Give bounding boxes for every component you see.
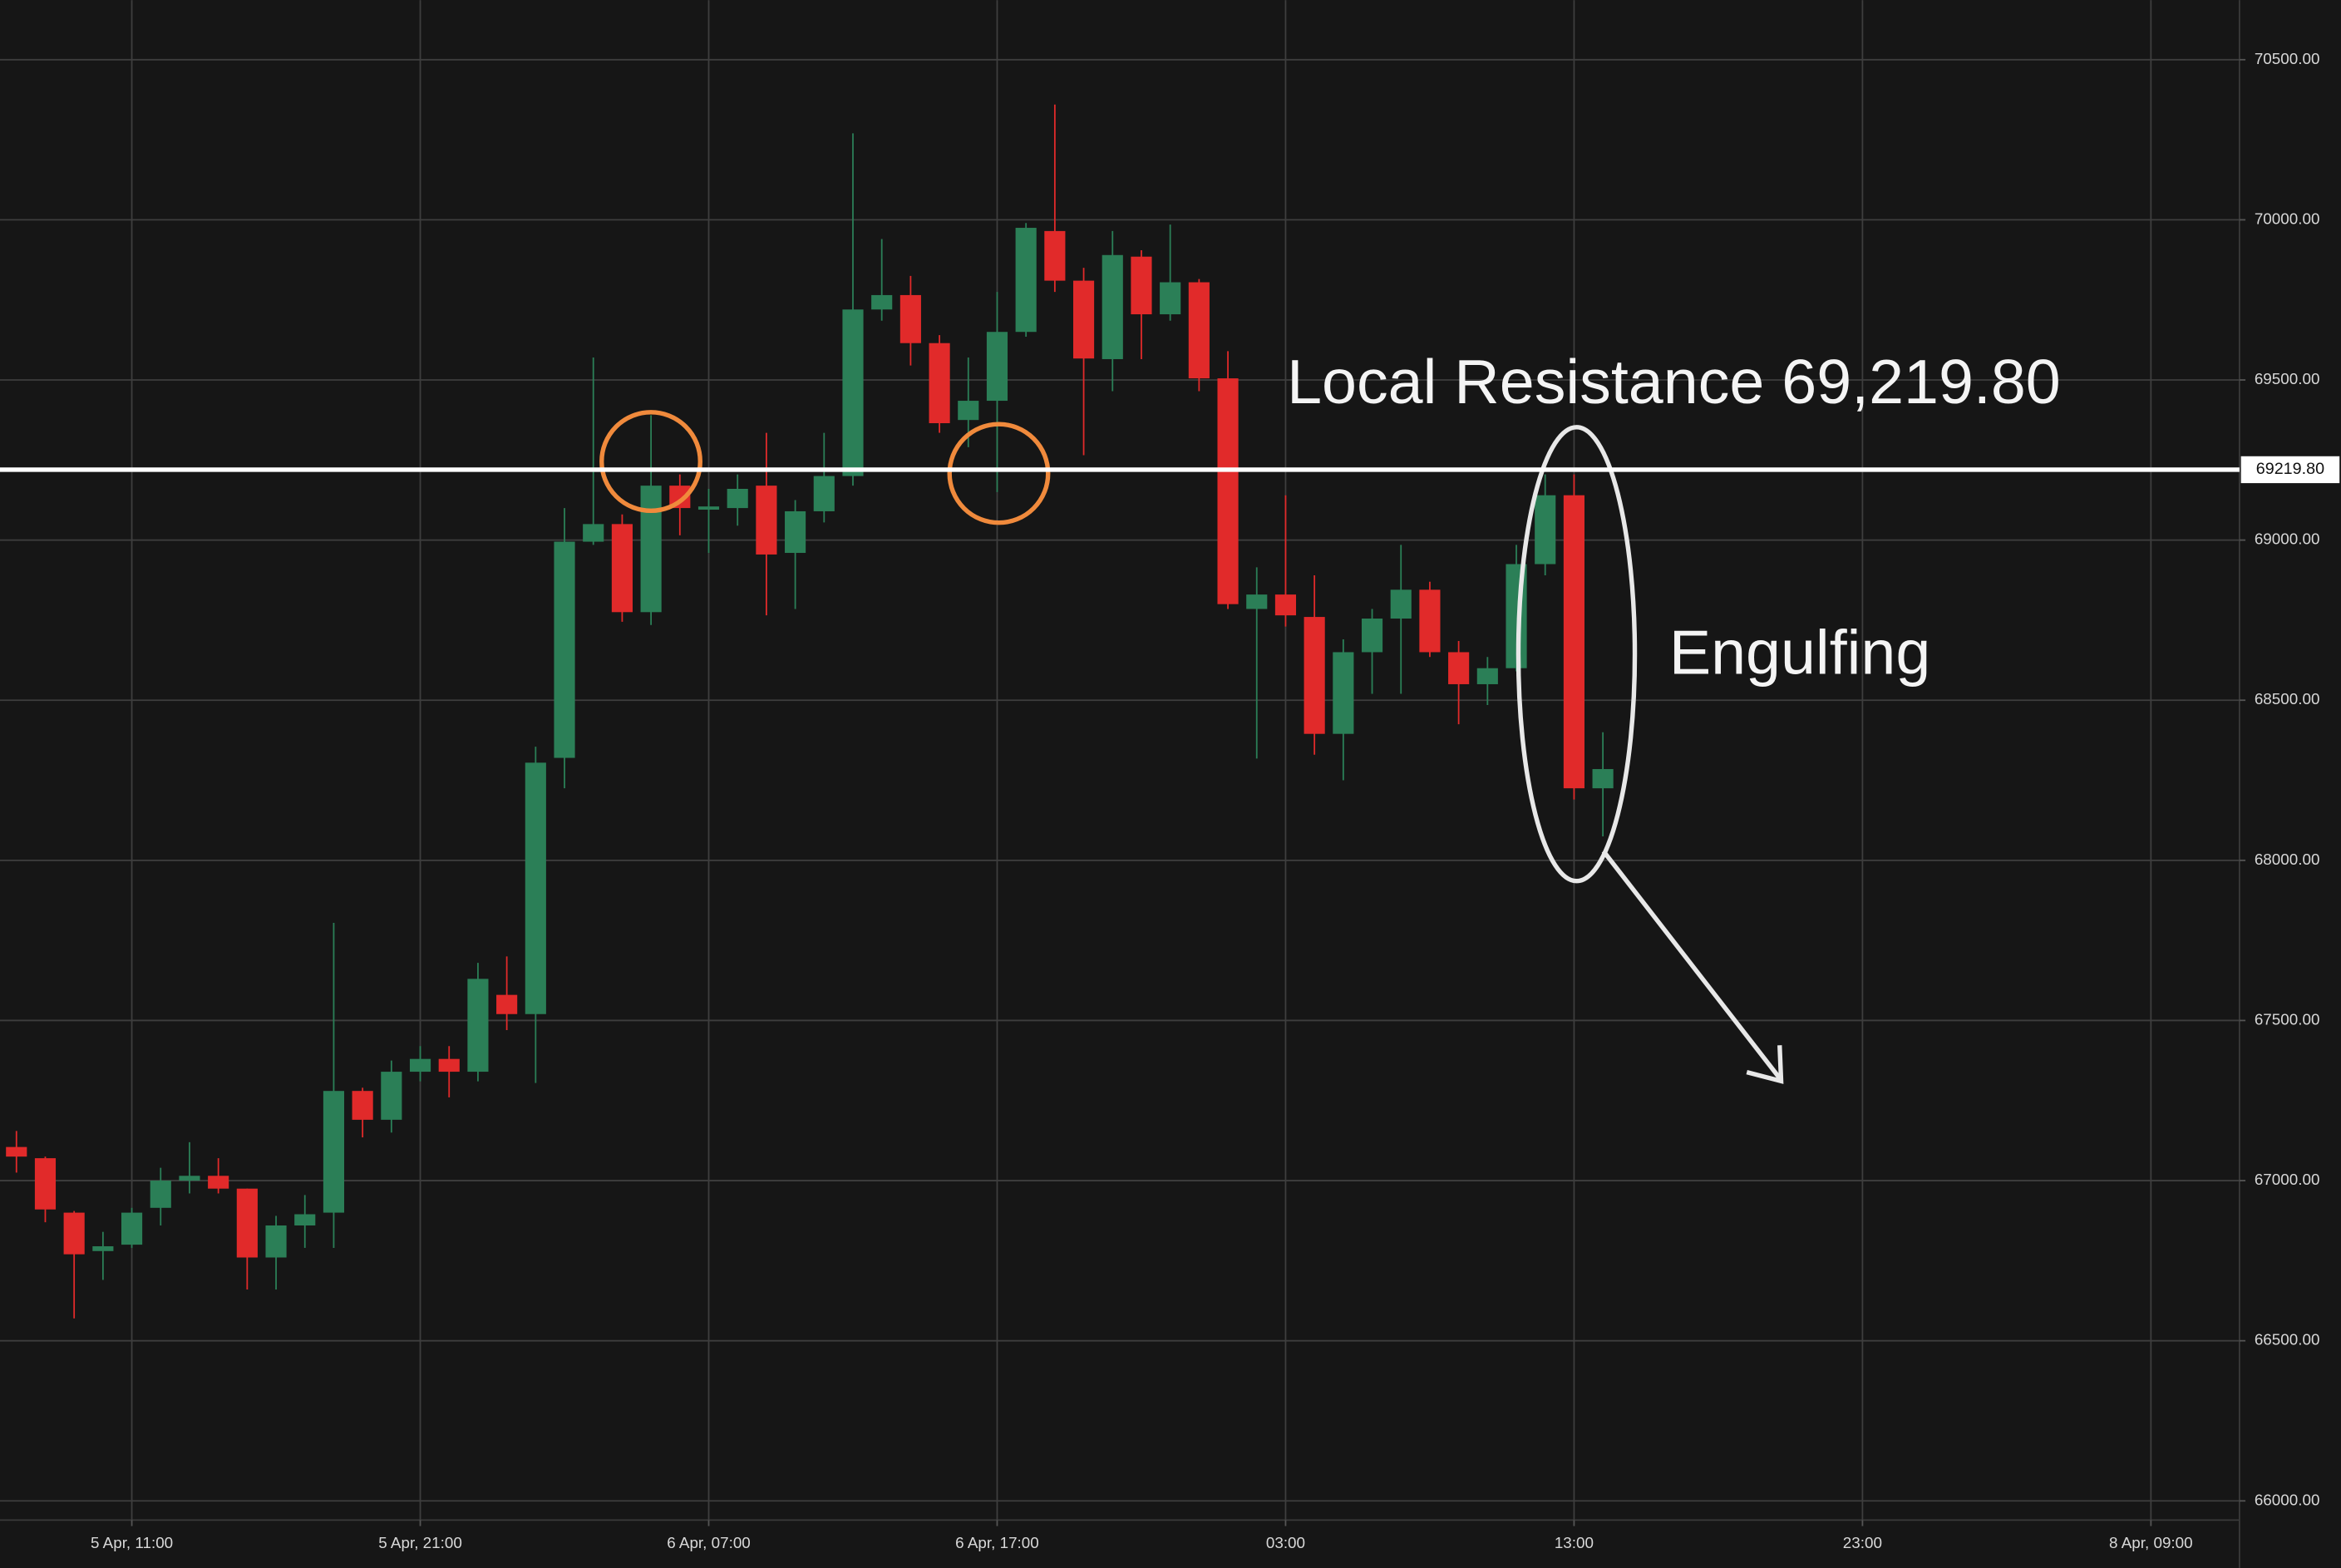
- candle-body: [6, 1146, 27, 1157]
- candle-body: [1361, 618, 1383, 653]
- candle-body: [438, 1058, 460, 1072]
- x-tick-label: 8 Apr, 09:00: [2109, 1534, 2193, 1551]
- candle-body: [1131, 256, 1152, 315]
- candle-body: [236, 1188, 258, 1258]
- overlay: [599, 410, 1784, 1084]
- candle-body: [1015, 228, 1037, 333]
- arrow-head: [1746, 1045, 1784, 1084]
- candle-body: [294, 1214, 316, 1225]
- candle-body: [1476, 668, 1498, 684]
- resistance-label: 69219.80: [2256, 460, 2324, 478]
- candle-body: [785, 510, 806, 554]
- y-tick-label: 68000.00: [2255, 851, 2320, 868]
- candle-body: [323, 1091, 345, 1213]
- x-tick-label: 6 Apr, 07:00: [667, 1534, 751, 1551]
- candle-body: [121, 1212, 143, 1245]
- x-tick-label: 03:00: [1266, 1534, 1305, 1551]
- candle-body: [813, 476, 835, 511]
- candle-body: [1188, 282, 1210, 379]
- pattern-annotation: Engulfing: [1669, 617, 1930, 687]
- candle-body: [381, 1072, 402, 1120]
- candle-body: [265, 1225, 287, 1258]
- candle-body: [208, 1176, 229, 1189]
- y-tick-label: 69500.00: [2255, 370, 2320, 387]
- candle-body: [1072, 280, 1095, 359]
- candle-body: [842, 309, 864, 476]
- highlight-circle: [947, 422, 1051, 525]
- candle-body: [611, 524, 633, 613]
- arrow-shaft: [1601, 850, 1782, 1080]
- candle-body: [352, 1091, 373, 1120]
- candle-body: [1044, 230, 1066, 281]
- x-tick-label: 23:00: [1843, 1534, 1882, 1551]
- y-tick-label: 70500.00: [2255, 50, 2320, 67]
- candle-body: [1390, 589, 1412, 619]
- candle-body: [899, 294, 921, 343]
- candle-body: [525, 762, 546, 1014]
- y-tick-label: 68500.00: [2255, 690, 2320, 708]
- candle-body: [697, 506, 720, 510]
- candle-body: [1448, 652, 1470, 684]
- y-tick-label: 69000.00: [2255, 530, 2320, 548]
- candle-body: [179, 1176, 200, 1181]
- x-tick-label: 6 Apr, 17:00: [955, 1534, 1039, 1551]
- candle-body: [1333, 652, 1354, 734]
- candle-body: [583, 524, 604, 542]
- highlight-ellipse: [1515, 425, 1638, 884]
- candle-body: [63, 1212, 85, 1255]
- y-tick-label: 70000.00: [2255, 210, 2320, 227]
- candle-body: [409, 1058, 431, 1072]
- candle-body: [1217, 378, 1239, 604]
- candle-body: [496, 994, 518, 1014]
- highlight-circle: [599, 410, 702, 514]
- candle-body: [467, 979, 489, 1072]
- candle-body: [1304, 617, 1325, 734]
- candle-body: [92, 1246, 114, 1251]
- y-tick-label: 66000.00: [2255, 1491, 2320, 1508]
- candle-body: [756, 486, 777, 555]
- candle-body: [1535, 495, 1556, 565]
- candle-body: [1102, 254, 1123, 359]
- candle-body: [1274, 594, 1297, 616]
- y-tick-label: 67000.00: [2255, 1171, 2320, 1188]
- candle-body: [1246, 594, 1268, 609]
- candle-body: [1419, 589, 1441, 653]
- candle-body: [871, 294, 893, 310]
- candle-body: [986, 332, 1008, 402]
- candle-body: [727, 488, 748, 509]
- y-tick-label: 67500.00: [2255, 1010, 2320, 1028]
- candle-body: [640, 486, 662, 613]
- x-tick-label: 5 Apr, 21:00: [378, 1534, 462, 1551]
- candle-body: [1160, 282, 1181, 315]
- candle-body: [1592, 769, 1614, 789]
- candle-body: [150, 1181, 171, 1208]
- y-tick-label: 66500.00: [2255, 1331, 2320, 1349]
- x-tick-label: 13:00: [1555, 1534, 1594, 1551]
- candle-body: [554, 541, 575, 758]
- candles: [6, 104, 1614, 1319]
- resistance-label-box: [2240, 456, 2340, 484]
- candle-body: [958, 401, 979, 421]
- resistance-annotation: Local Resistance 69,219.80: [1287, 347, 2061, 417]
- grid: [0, 0, 2246, 1526]
- candle-body: [1563, 495, 1584, 789]
- x-tick-label: 5 Apr, 11:00: [91, 1534, 173, 1551]
- candle-body: [929, 343, 950, 424]
- candle-body: [34, 1158, 57, 1210]
